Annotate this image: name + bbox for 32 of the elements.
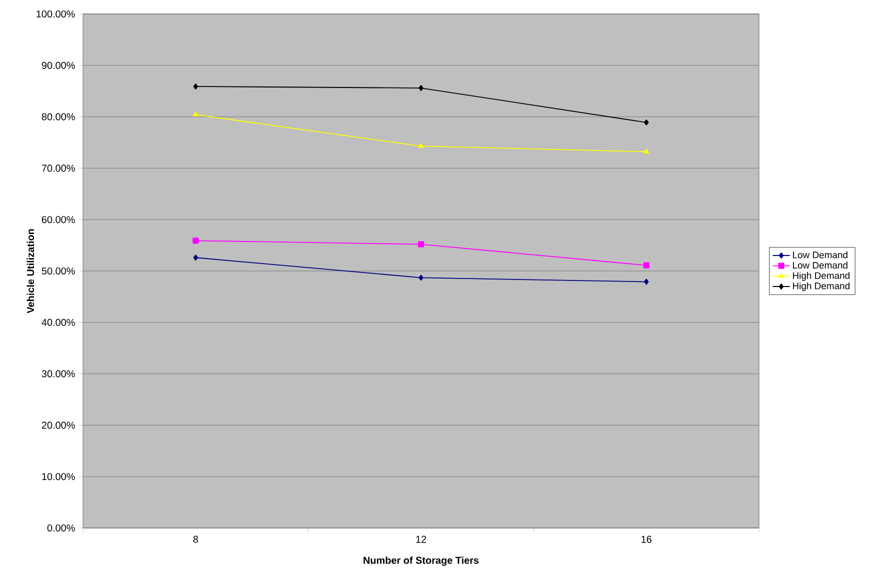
y-tick-label: 60.00% [42,216,75,224]
y-axis-title: Vehicle Utilization [26,229,34,314]
x-tick-label: 8 [193,536,198,543]
point [643,262,650,268]
y-tick-label: 50.00% [42,267,75,275]
y-tick-label: 30.00% [42,370,75,378]
y-tick-label: 20.00% [42,422,75,429]
legend-label: Low Demand [793,251,848,258]
x-axis-title: Number of Storage Tiers [364,556,479,566]
y-tick-label: 70.00% [42,164,75,172]
point [192,112,198,116]
y-tick-label: 0.00% [47,524,75,532]
legend-label: Low Demand [793,262,848,269]
point [418,84,424,92]
x-tick-label: 16 [642,536,652,543]
point [193,83,198,90]
point [644,119,649,126]
x-tick-label: 12 [416,536,426,543]
point [418,143,424,148]
point [644,278,649,285]
point [192,238,199,244]
y-tick-label: 80.00% [42,113,75,120]
y-tick-label: 90.00% [42,62,75,69]
legend-label: High Demand [793,272,850,281]
y-tick-label: 100.00% [36,10,75,18]
y-tick-label: 10.00% [42,473,75,480]
point [193,254,198,261]
point [418,274,424,281]
y-tick-label: 40.00% [42,318,75,326]
point [644,148,650,154]
point [418,241,424,248]
legend-label: High Demand [793,282,850,292]
